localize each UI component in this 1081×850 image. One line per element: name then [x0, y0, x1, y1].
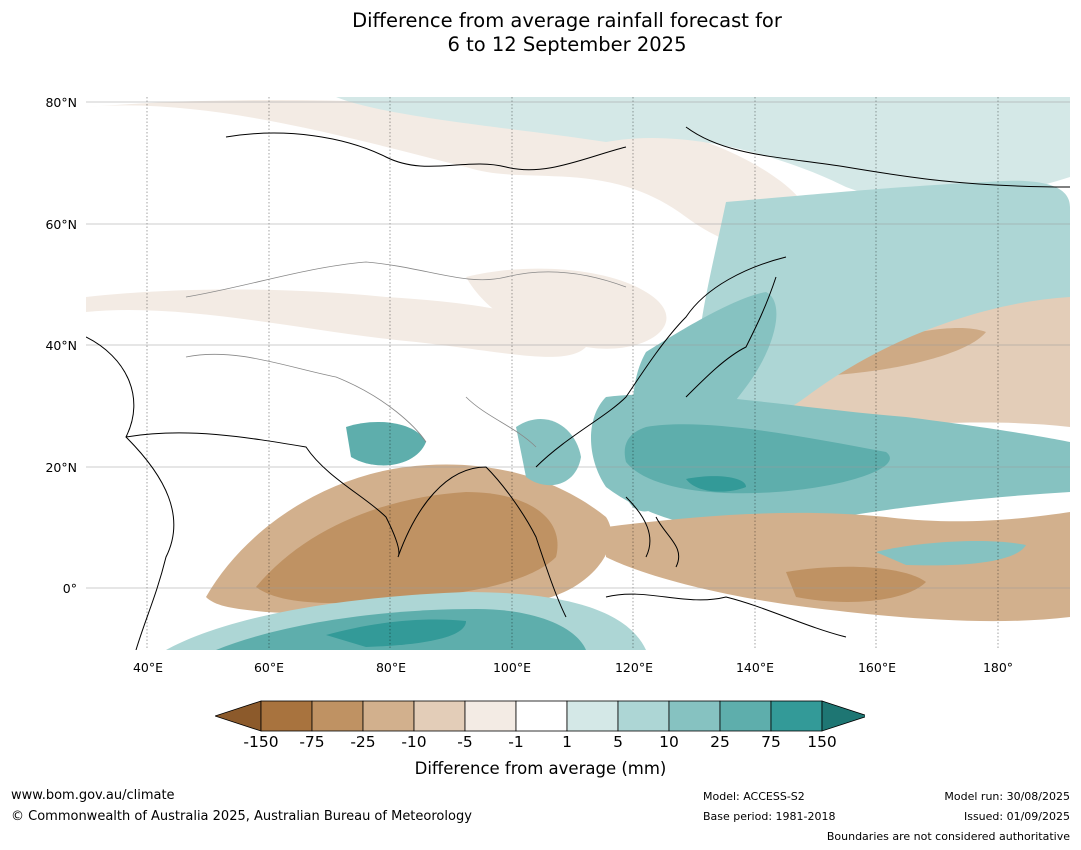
legend-title: Difference from average (mm) [414, 759, 667, 778]
anomaly-area-bengal-wet [346, 422, 426, 466]
lon-label-140e: 140°E [735, 660, 774, 675]
legend-arrow-high [821, 700, 870, 732]
legend-tick-label: 10 [659, 733, 679, 751]
anomaly-area-wpac-peak [686, 476, 746, 492]
legend-colorbar-svg [213, 700, 870, 732]
legend-swatch [464, 700, 517, 732]
lat-lines [86, 101, 1070, 589]
lon-label-60e: 60°E [253, 660, 285, 675]
graticule [146, 97, 999, 650]
rainfall-anomaly-map [86, 97, 1070, 650]
lon-label-80e: 80°E [375, 660, 407, 675]
footer-model: Model: ACCESS-S2 [703, 790, 805, 803]
legend-tick-label: -25 [350, 733, 376, 751]
legend-tick-label: -150 [243, 733, 279, 751]
legend-tick-label: -10 [401, 733, 427, 751]
anomaly-area-nepacific-wet [697, 180, 1070, 421]
lon-label-40e: 40°E [132, 660, 164, 675]
legend-swatch [413, 700, 466, 732]
legend-swatch [515, 700, 568, 732]
footer-issued: Issued: 01/09/2025 [963, 810, 1070, 823]
footer-model-run: Model run: 30/08/2025 [944, 790, 1070, 803]
anomaly-area-equatorial-wet [876, 541, 1026, 566]
legend-swatch [770, 700, 823, 732]
footer-copyright: © Commonwealth of Australia 2025, Austra… [11, 809, 472, 824]
lat-label-0: 0° [62, 581, 77, 596]
legend-swatch [311, 700, 364, 732]
anomaly-area-wpac-core [624, 424, 890, 494]
lon-label-100e: 100°E [492, 660, 531, 675]
legend-tick-label: 5 [613, 733, 623, 751]
anomaly-area-sindian-peak [326, 619, 466, 647]
legend-swatch [668, 700, 721, 732]
map-canvas [86, 97, 1070, 650]
legend-tick-label: -75 [299, 733, 325, 751]
lat-label-20n: 20°N [45, 460, 77, 475]
footer-base-period: Base period: 1981-2018 [703, 810, 836, 823]
borders [185, 261, 627, 448]
legend-tick-label: 1 [562, 733, 572, 751]
anomaly-area-maritime-dry [606, 512, 1070, 622]
anomaly-area-siberia-wet [336, 97, 1070, 203]
title-line-2: 6 to 12 September 2025 [447, 33, 687, 56]
anomaly-area-central-dry-2 [466, 268, 667, 349]
lat-label-60n: 60°N [45, 217, 77, 232]
lon-label-160e: 160°E [857, 660, 896, 675]
legend-swatch [362, 700, 415, 732]
footer-disclaimer: Boundaries are not considered authoritat… [826, 830, 1070, 843]
legend-swatch [617, 700, 670, 732]
coastlines [86, 126, 1070, 650]
legend-arrow-low [213, 700, 262, 732]
legend-swatch [719, 700, 772, 732]
lat-label-40n: 40°N [45, 338, 77, 353]
legend-tick-label: 150 [807, 733, 837, 751]
lat-label-80n: 80°N [45, 95, 77, 110]
anomaly-area-central-dry [86, 289, 586, 357]
legend-tick-label: -5 [457, 733, 473, 751]
footer-url[interactable]: www.bom.gov.au/climate [11, 788, 175, 803]
chart-title: Difference from average rainfall forecas… [0, 9, 1081, 57]
anomaly-area-maritime-dry-core [786, 566, 926, 602]
legend-swatch [566, 700, 619, 732]
legend-colorbar [213, 700, 870, 732]
legend-tick-label: -1 [508, 733, 524, 751]
anomaly-area-scs-wet [516, 418, 581, 486]
lon-label-120e: 120°E [614, 660, 653, 675]
legend-tick-label: 25 [710, 733, 730, 751]
legend-swatch [260, 700, 313, 732]
legend-tick-label: 75 [761, 733, 781, 751]
lon-label-180: 180° [982, 660, 1014, 675]
title-line-1: Difference from average rainfall forecas… [352, 9, 782, 32]
anomaly-area-indian-dry-core [256, 492, 558, 604]
